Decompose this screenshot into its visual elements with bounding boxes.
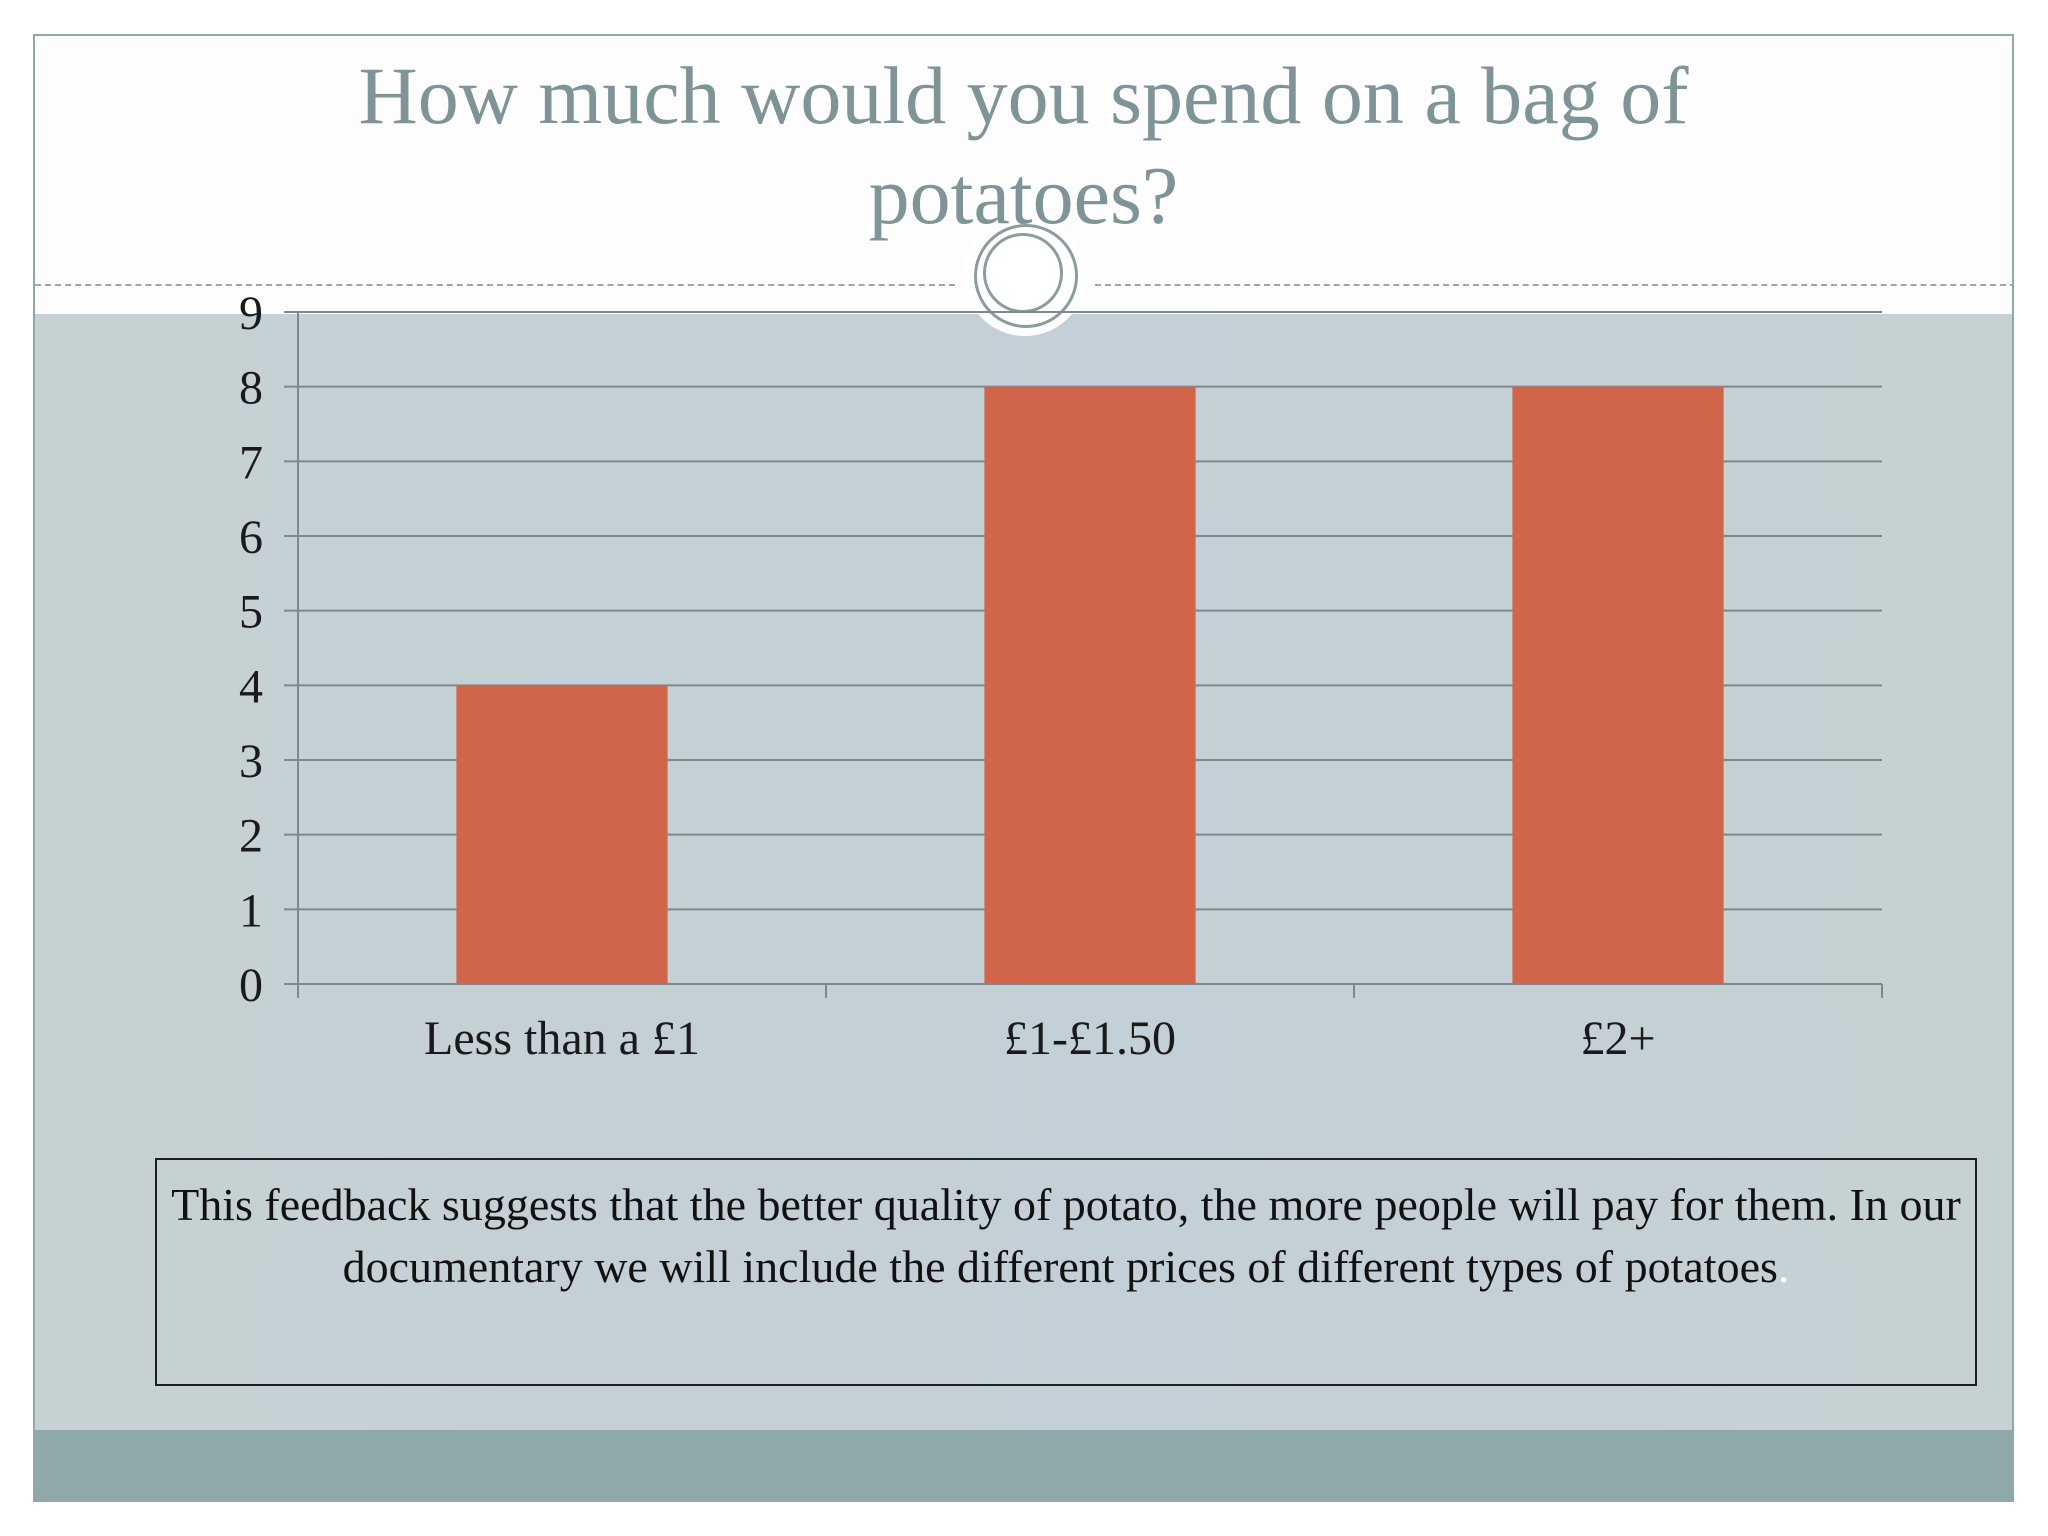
x-category-label: £2+ — [1580, 1012, 1655, 1065]
y-tick-label: 7 — [239, 436, 263, 489]
ornament-outer-ring — [974, 224, 1078, 328]
y-tick-label: 4 — [239, 660, 263, 713]
footer-band — [35, 1430, 2012, 1500]
feedback-note-period: . — [1777, 1241, 1790, 1292]
y-tick-label: 3 — [239, 735, 263, 788]
feedback-note-box: This feedback suggests that the better q… — [155, 1158, 1977, 1386]
y-tick-label: 8 — [239, 362, 263, 415]
y-tick-label: 5 — [239, 586, 263, 639]
y-tick-label: 0 — [239, 959, 263, 1012]
x-category-label: £1-£1.50 — [1004, 1012, 1176, 1065]
slide: How much would you spend on a bag of pot… — [33, 34, 2014, 1502]
feedback-note-text: This feedback suggests that the better q… — [171, 1179, 1961, 1292]
bar — [1512, 386, 1724, 985]
slide-title: How much would you spend on a bag of pot… — [35, 46, 2012, 246]
y-tick-label: 9 — [239, 287, 263, 340]
y-tick-label: 2 — [239, 810, 263, 863]
circle-ornament-icon — [964, 214, 1086, 336]
bar-chart: 0 1 2 3 4 5 6 7 8 9 Less than a £1 £1-£1.50 £2+ — [239, 287, 1883, 1065]
title-divider-right — [1095, 284, 2012, 286]
y-tick-label: 1 — [239, 884, 263, 937]
title-line-1: How much would you spend on a bag of — [358, 50, 1689, 141]
bar — [984, 386, 1196, 985]
title-divider-left — [35, 284, 955, 286]
y-tick-label: 6 — [239, 511, 263, 564]
bar — [456, 685, 668, 984]
x-category-label: Less than a £1 — [424, 1012, 700, 1065]
title-line-2: potatoes? — [868, 150, 1179, 241]
